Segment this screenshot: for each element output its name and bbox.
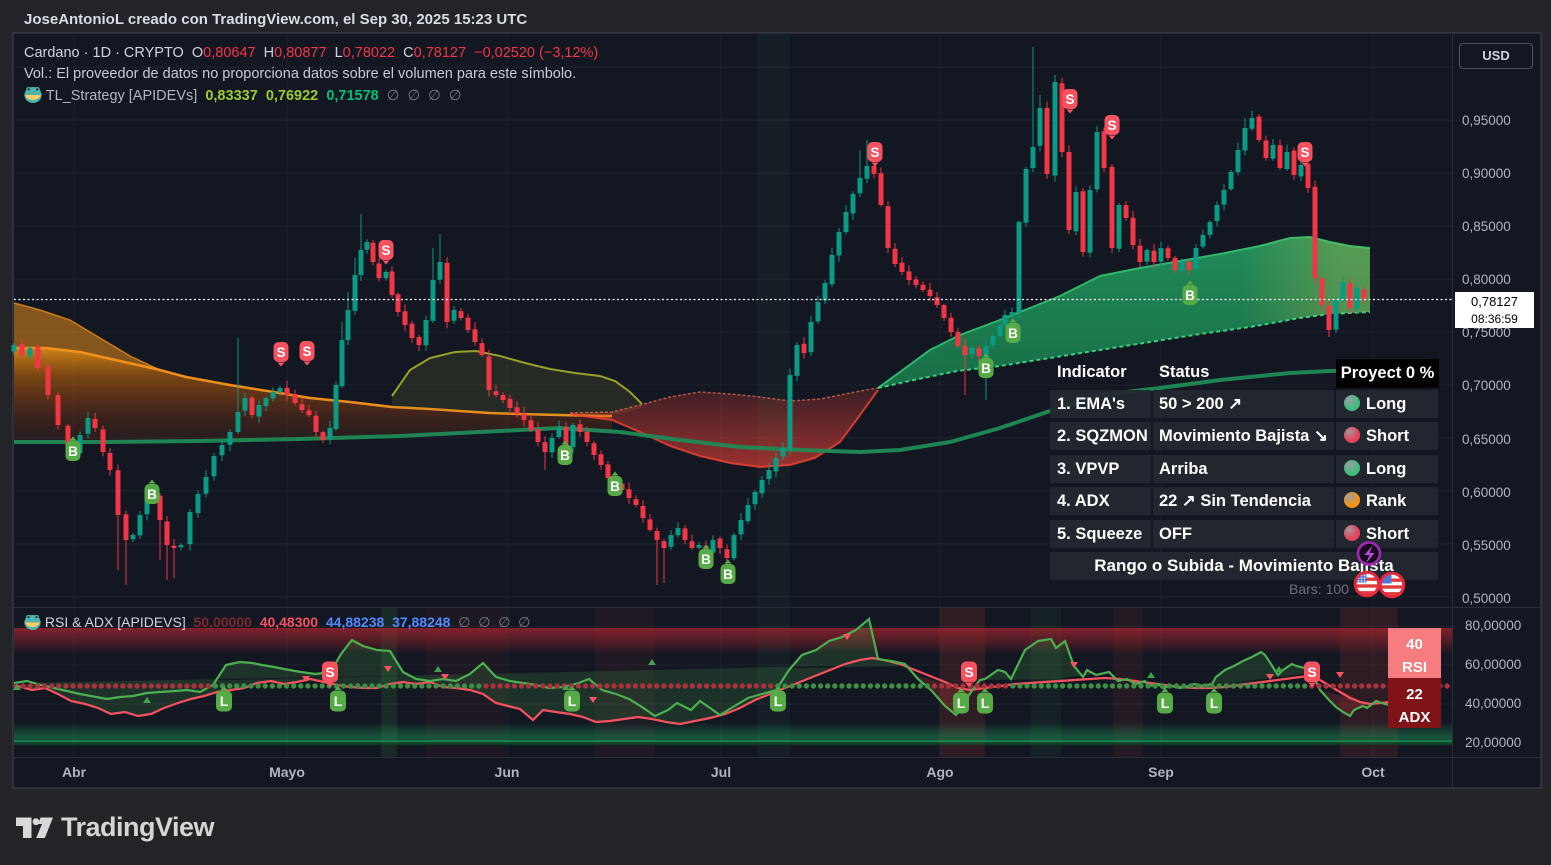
svg-text:S: S bbox=[1107, 118, 1116, 133]
svg-text:B: B bbox=[723, 567, 733, 582]
svg-text:B: B bbox=[147, 487, 157, 502]
svg-text:L: L bbox=[1210, 695, 1219, 711]
svg-text:S: S bbox=[381, 243, 390, 258]
svg-text:S: S bbox=[964, 664, 973, 680]
svg-text:L: L bbox=[220, 693, 229, 709]
svg-text:B: B bbox=[701, 552, 711, 567]
svg-text:L: L bbox=[981, 695, 990, 711]
svg-text:S: S bbox=[1300, 145, 1309, 160]
svg-text:S: S bbox=[325, 664, 334, 680]
svg-text:S: S bbox=[1065, 92, 1074, 107]
svg-text:S: S bbox=[870, 145, 879, 160]
svg-text:B: B bbox=[1008, 326, 1018, 341]
svg-text:B: B bbox=[1185, 288, 1195, 303]
svg-text:S: S bbox=[302, 344, 311, 359]
svg-text:L: L bbox=[1161, 695, 1170, 711]
svg-text:L: L bbox=[957, 695, 966, 711]
svg-text:B: B bbox=[68, 444, 78, 459]
svg-text:S: S bbox=[1307, 664, 1316, 680]
svg-text:L: L bbox=[334, 693, 343, 709]
svg-text:B: B bbox=[560, 448, 570, 463]
svg-text:B: B bbox=[610, 479, 620, 494]
svg-text:S: S bbox=[276, 345, 285, 360]
svg-text:L: L bbox=[568, 693, 577, 709]
svg-text:B: B bbox=[981, 361, 991, 376]
svg-text:L: L bbox=[774, 693, 783, 709]
